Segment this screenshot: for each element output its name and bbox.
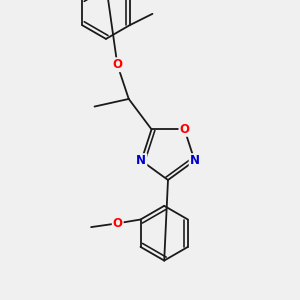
Text: O: O (113, 217, 123, 230)
Text: O: O (112, 58, 122, 71)
Text: O: O (179, 123, 190, 136)
Text: N: N (190, 154, 200, 167)
Text: N: N (136, 154, 146, 167)
